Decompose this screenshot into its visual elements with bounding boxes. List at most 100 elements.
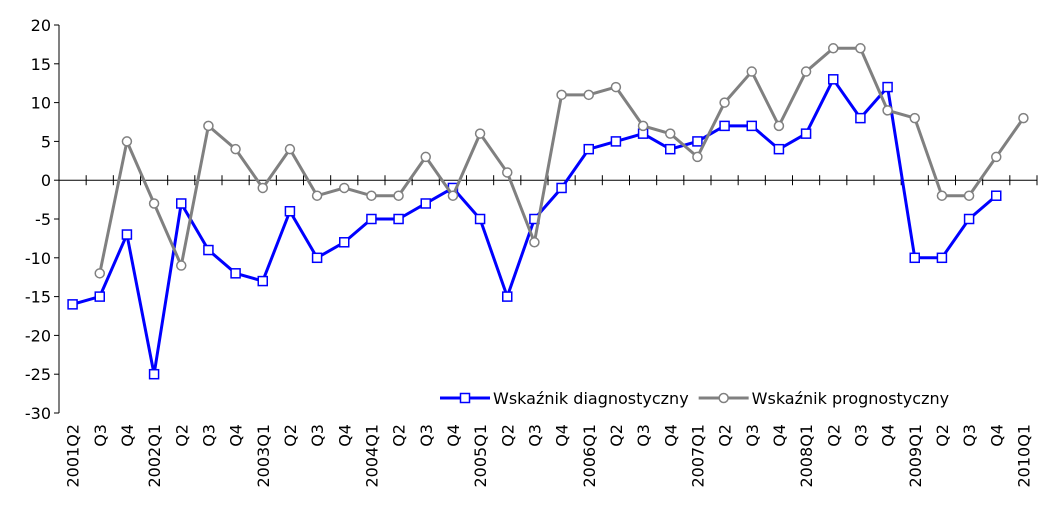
- data-point: [773, 120, 785, 132]
- data-point: [610, 136, 622, 147]
- data-point: [447, 190, 459, 201]
- data-point: [284, 143, 296, 155]
- data-point: [230, 268, 241, 279]
- data-point: [257, 182, 268, 194]
- data-point: [665, 143, 676, 155]
- x-tick-label: Q4: [661, 424, 680, 447]
- x-tick-label: Q3: [308, 424, 327, 447]
- y-tick-label: 20: [31, 16, 51, 35]
- legend-label: Wskaźnik diagnostyczny: [493, 389, 689, 408]
- data-point: [1018, 112, 1029, 124]
- x-tick-label: Q3: [743, 424, 762, 447]
- x-tick-label: Q4: [553, 424, 572, 447]
- y-tick-label: -10: [25, 249, 51, 268]
- data-point: [882, 81, 893, 93]
- data-point: [94, 268, 105, 279]
- data-point: [176, 260, 187, 271]
- data-point: [420, 151, 431, 163]
- x-tick-label: Q3: [634, 424, 653, 447]
- data-point: [502, 167, 513, 178]
- data-point: [203, 244, 214, 256]
- y-tick-label: -30: [25, 404, 51, 423]
- data-point: [311, 252, 323, 264]
- data-point: [909, 112, 920, 124]
- x-tick-label: Q3: [199, 424, 218, 447]
- x-tick-label: Q2: [607, 424, 626, 447]
- x-tick-label: Q4: [335, 424, 354, 447]
- data-point: [230, 143, 241, 155]
- x-tick-label: Q2: [281, 424, 300, 447]
- data-point: [203, 120, 214, 132]
- legend-marker: [718, 392, 729, 404]
- x-tick-label: Q3: [960, 424, 979, 447]
- x-tick-label: 2001Q2: [64, 424, 83, 488]
- data-point: [583, 143, 594, 155]
- y-tick-label: 10: [31, 94, 51, 113]
- data-point: [366, 190, 377, 201]
- data-point: [936, 190, 948, 201]
- x-tick-label: 2007Q1: [688, 424, 707, 488]
- x-tick-label: 2002Q1: [145, 424, 164, 488]
- data-point: [583, 89, 594, 101]
- data-point: [502, 291, 513, 302]
- data-point: [882, 105, 893, 116]
- data-point: [67, 299, 78, 310]
- x-tick-label: 2008Q1: [797, 424, 816, 488]
- data-point: [746, 120, 757, 132]
- x-tick-label: Q4: [118, 424, 137, 447]
- data-point: [257, 275, 268, 287]
- y-tick-label: 0: [41, 171, 51, 190]
- legend-marker: [459, 392, 471, 404]
- y-tick-label: -5: [35, 210, 51, 229]
- y-tick-label: 5: [41, 132, 51, 151]
- data-point: [556, 182, 567, 194]
- data-point: [800, 128, 812, 139]
- data-point: [529, 237, 540, 248]
- data-point: [963, 213, 975, 225]
- y-tick-label: 15: [31, 55, 51, 74]
- data-point: [936, 252, 948, 264]
- data-point: [665, 128, 676, 139]
- x-tick-label: 2003Q1: [254, 424, 273, 488]
- data-point: [800, 66, 812, 77]
- data-point: [420, 198, 431, 209]
- data-point: [121, 229, 133, 240]
- x-tick-label: Q2: [933, 424, 952, 447]
- data-point: [855, 112, 866, 124]
- x-tick-label: Q2: [390, 424, 409, 447]
- data-point: [909, 252, 920, 264]
- x-tick-label: 2004Q1: [362, 424, 381, 488]
- x-tick-label: Q4: [987, 424, 1006, 447]
- legend-label: Wskaźnik prognostyczny: [752, 389, 949, 408]
- data-point: [284, 205, 296, 217]
- x-tick-label: Q4: [770, 424, 789, 447]
- data-point: [855, 43, 866, 54]
- x-tick-label: Q2: [172, 424, 191, 447]
- data-point: [393, 213, 404, 225]
- data-point: [610, 81, 622, 93]
- data-point: [148, 368, 160, 380]
- data-point: [991, 151, 1002, 163]
- data-point: [773, 143, 785, 155]
- data-point: [746, 66, 757, 77]
- data-point: [148, 198, 160, 209]
- data-point: [828, 43, 839, 54]
- data-point: [556, 89, 567, 101]
- x-tick-label: 2005Q1: [471, 424, 490, 488]
- data-point: [719, 120, 730, 132]
- x-tick-label: Q4: [227, 424, 246, 447]
- x-tick-label: Q3: [525, 424, 544, 447]
- x-tick-label: 2010Q1: [1014, 424, 1033, 488]
- data-point: [176, 198, 187, 209]
- data-point: [121, 136, 133, 147]
- data-point: [963, 190, 975, 201]
- y-tick-label: -20: [25, 326, 51, 345]
- legend-entry: Wskaźnik prognostyczny: [698, 389, 949, 408]
- x-tick-label: Q2: [824, 424, 843, 447]
- x-tick-label: Q4: [879, 424, 898, 447]
- data-point: [637, 120, 649, 132]
- data-point: [692, 136, 703, 147]
- y-tick-label: -25: [25, 365, 51, 384]
- data-point: [311, 190, 323, 201]
